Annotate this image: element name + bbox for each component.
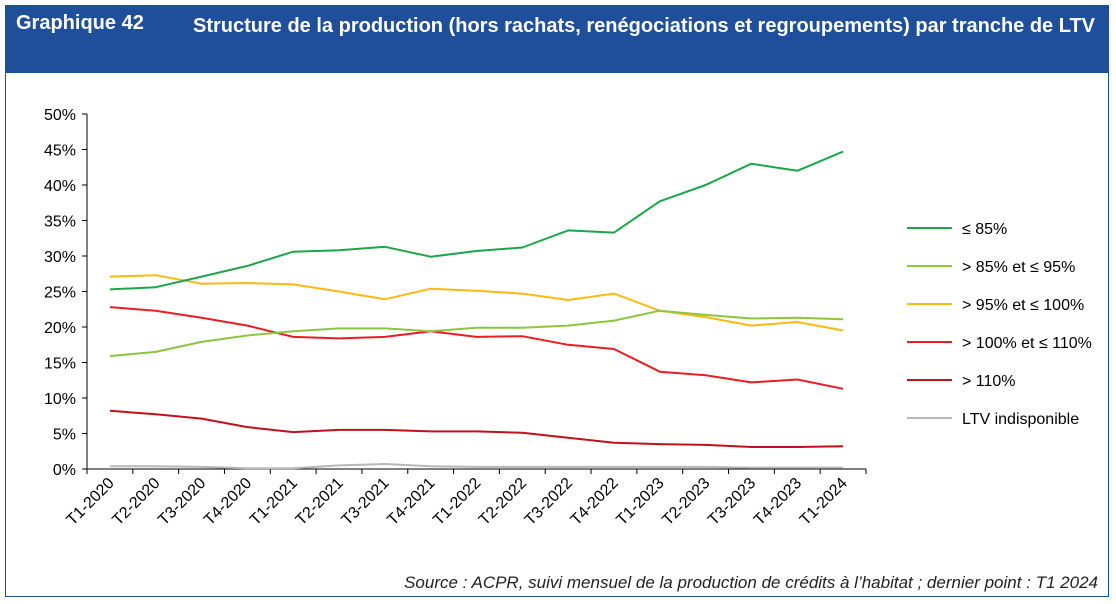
figure-title: Structure de la production (hors rachats…: [193, 15, 1096, 37]
series-line: [109, 309, 844, 358]
x-tick-label: T4-2020: [201, 475, 255, 529]
legend-label: ≤ 85%: [962, 221, 1007, 238]
x-tick-label: T1-2022: [430, 475, 484, 529]
x-tick-label: T3-2020: [155, 475, 209, 529]
y-tick-label: 35%: [44, 214, 76, 231]
legend-label: LTV indisponible: [962, 411, 1079, 428]
y-tick-label: 10%: [44, 391, 76, 408]
y-tick-label: 15%: [44, 356, 76, 373]
y-tick-label: 25%: [44, 285, 76, 302]
legend-label: > 100% et ≤ 110%: [962, 335, 1092, 352]
legend-label: > 95% et ≤ 100%: [962, 297, 1084, 314]
x-tick-label: T2-2021: [293, 475, 347, 529]
x-tick-label: T2-2022: [476, 475, 530, 529]
x-tick-label: T2-2023: [659, 475, 713, 529]
x-tick-label: T4-2023: [751, 475, 805, 529]
x-tick-label: T1-2024: [797, 475, 851, 529]
y-tick-label: 50%: [44, 107, 76, 124]
y-tick-label: 40%: [44, 178, 76, 195]
figure-number: Graphique 42: [16, 12, 144, 34]
figure-frame: [5, 5, 1109, 597]
legend-label: > 85% et ≤ 95%: [962, 259, 1075, 276]
x-tick-label: T1-2020: [64, 475, 118, 529]
legend-label: > 110%: [962, 373, 1016, 390]
series-line: [109, 150, 844, 291]
y-tick-label: 5%: [53, 427, 76, 444]
x-tick-label: T4-2021: [384, 475, 438, 529]
series-line: [109, 463, 844, 470]
series-line: [109, 306, 844, 390]
x-tick-label: T1-2023: [613, 475, 667, 529]
y-tick-label: 20%: [44, 320, 76, 337]
x-tick-label: T1-2021: [247, 475, 301, 529]
x-tick-label: T4-2022: [568, 475, 622, 529]
series-line: [109, 409, 844, 448]
y-tick-label: 30%: [44, 249, 76, 266]
y-tick-label: 45%: [44, 143, 76, 160]
x-tick-label: T3-2021: [339, 475, 393, 529]
series-line: [109, 274, 844, 332]
x-tick-label: T2-2020: [109, 475, 163, 529]
source-note: Source : ACPR, suivi mensuel de la produ…: [404, 573, 1098, 592]
figure-header: Graphique 42 Structure de la production …: [6, 6, 1108, 73]
x-tick-label: T3-2022: [522, 475, 576, 529]
y-tick-label: 0%: [53, 462, 76, 479]
x-tick-label: T3-2023: [705, 475, 759, 529]
